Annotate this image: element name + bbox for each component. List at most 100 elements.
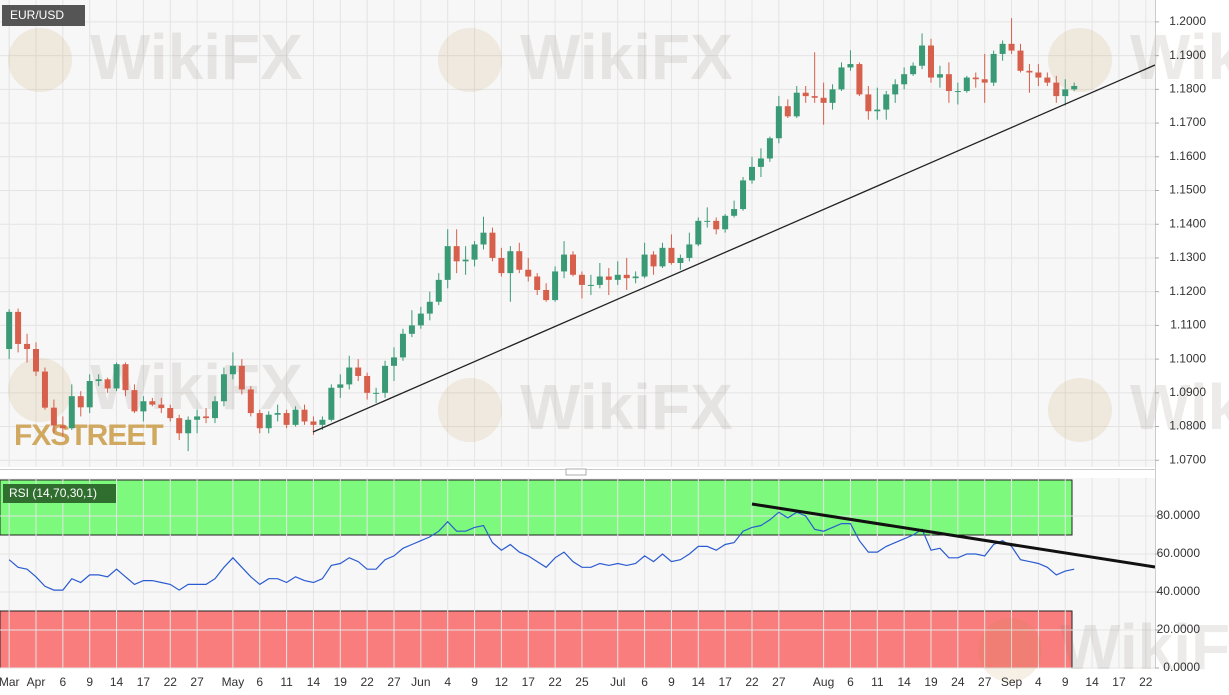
watermark-icon (978, 618, 1042, 682)
candle-body (212, 401, 218, 419)
x-tick-label: 12 (495, 675, 509, 689)
candle-body (77, 396, 84, 408)
candle-body (59, 425, 66, 429)
y-tick-label: 60.0000 (1157, 546, 1201, 560)
watermark-icon (1048, 28, 1112, 92)
x-tick-label: 6 (847, 675, 854, 689)
candle-body (892, 84, 899, 95)
candle-body (561, 254, 568, 272)
x-tick-label: 22 (548, 675, 562, 689)
x-tick-label: 27 (190, 675, 204, 689)
candle-body (391, 357, 397, 366)
y-tick-label: 1.0800 (1169, 419, 1206, 433)
x-tick-label: 14 (692, 675, 706, 689)
x-tick-label: 17 (522, 675, 536, 689)
candle-body (15, 311, 22, 344)
candle-body (570, 254, 576, 275)
y-tick-label: 1.2000 (1169, 14, 1206, 28)
candle-body (328, 387, 335, 420)
candle-body (516, 251, 523, 270)
y-tick-label: 1.1600 (1169, 149, 1206, 163)
x-tick-label: Aug (813, 675, 834, 689)
marks-layer (6, 18, 1078, 591)
candle-body (650, 254, 657, 267)
candle-body (552, 271, 559, 301)
candle-body (623, 274, 630, 279)
y-tick-label: 1.1900 (1169, 48, 1206, 62)
candle-body (131, 390, 138, 412)
candle-body (749, 166, 755, 181)
y-tick-label: 20.0000 (1157, 622, 1201, 636)
candle-body (525, 269, 532, 277)
watermark: WikiFX (520, 21, 733, 93)
y-tick-label: 80.0000 (1157, 508, 1201, 522)
y-tick-label: 1.1400 (1169, 216, 1206, 230)
y-tick-label: 0.0000 (1163, 660, 1200, 674)
x-tick-label: 9 (668, 675, 675, 689)
watermark-icon (438, 28, 502, 92)
candle-body (149, 401, 156, 405)
title-box (2, 5, 85, 26)
candle-body (677, 257, 684, 264)
candle-body (704, 220, 711, 222)
oversold-zone (0, 610, 1073, 669)
x-tick-label: 22 (1139, 675, 1153, 689)
candle-body (766, 138, 773, 159)
candle-body (50, 407, 57, 426)
candle-body (641, 254, 648, 277)
watermark: WikiFX (90, 21, 303, 93)
x-tick-label: Jul (610, 675, 625, 689)
candle-body (498, 257, 505, 274)
candle-body (1017, 50, 1024, 71)
y-tick-label: 1.1700 (1169, 115, 1206, 129)
x-tick-label: Mar (0, 675, 19, 689)
candle-body (981, 79, 988, 83)
candle-body (364, 375, 371, 393)
watermark: WikiFX (90, 351, 303, 423)
candle-body (1044, 77, 1051, 83)
candle-body (471, 244, 478, 260)
y-tick-label: 1.1300 (1169, 250, 1206, 264)
candle-body (203, 416, 210, 419)
candle-body (194, 416, 201, 420)
x-tick-label: 4 (444, 675, 451, 689)
x-tick-label: Jun (411, 675, 430, 689)
candle-body (793, 92, 800, 117)
candle-body (587, 284, 594, 286)
candle-body (614, 274, 621, 280)
watermark-icon (8, 358, 72, 422)
candle-body (176, 418, 183, 434)
x-tick-label: 17 (718, 675, 732, 689)
x-tick-label: 6 (256, 675, 263, 689)
candle-body (919, 45, 926, 66)
x-tick-label: 6 (60, 675, 67, 689)
candle-body (113, 364, 120, 389)
candle-body (408, 325, 415, 334)
x-tick-label: 17 (137, 675, 151, 689)
watermark-icon (438, 378, 502, 442)
candle-body (158, 404, 165, 408)
x-tick-label: 22 (360, 675, 374, 689)
candle-body (229, 365, 236, 375)
candle-body (95, 379, 102, 382)
candle-body (972, 77, 979, 80)
candle-body (1053, 82, 1060, 97)
x-tick-label: 9 (471, 675, 478, 689)
candle-body (453, 246, 460, 262)
candle-body (247, 389, 254, 414)
x-tick-label: 14 (307, 675, 321, 689)
x-tick-label: 11 (871, 675, 884, 689)
candle-body (1071, 85, 1078, 90)
candle-body (829, 89, 836, 103)
x-tick-label: 9 (86, 675, 93, 689)
x-tick-label: 19 (924, 675, 938, 689)
candle-body (6, 311, 13, 349)
candle-body (140, 401, 147, 412)
candle-body (1026, 70, 1033, 73)
divider-handle[interactable] (565, 468, 587, 476)
candle-body (33, 348, 39, 372)
chart-title: EUR/USD (10, 8, 64, 22)
rsi-line (8, 511, 1075, 591)
watermark: WikiFX (1060, 611, 1229, 683)
x-tick-label: Sep (1001, 675, 1023, 689)
